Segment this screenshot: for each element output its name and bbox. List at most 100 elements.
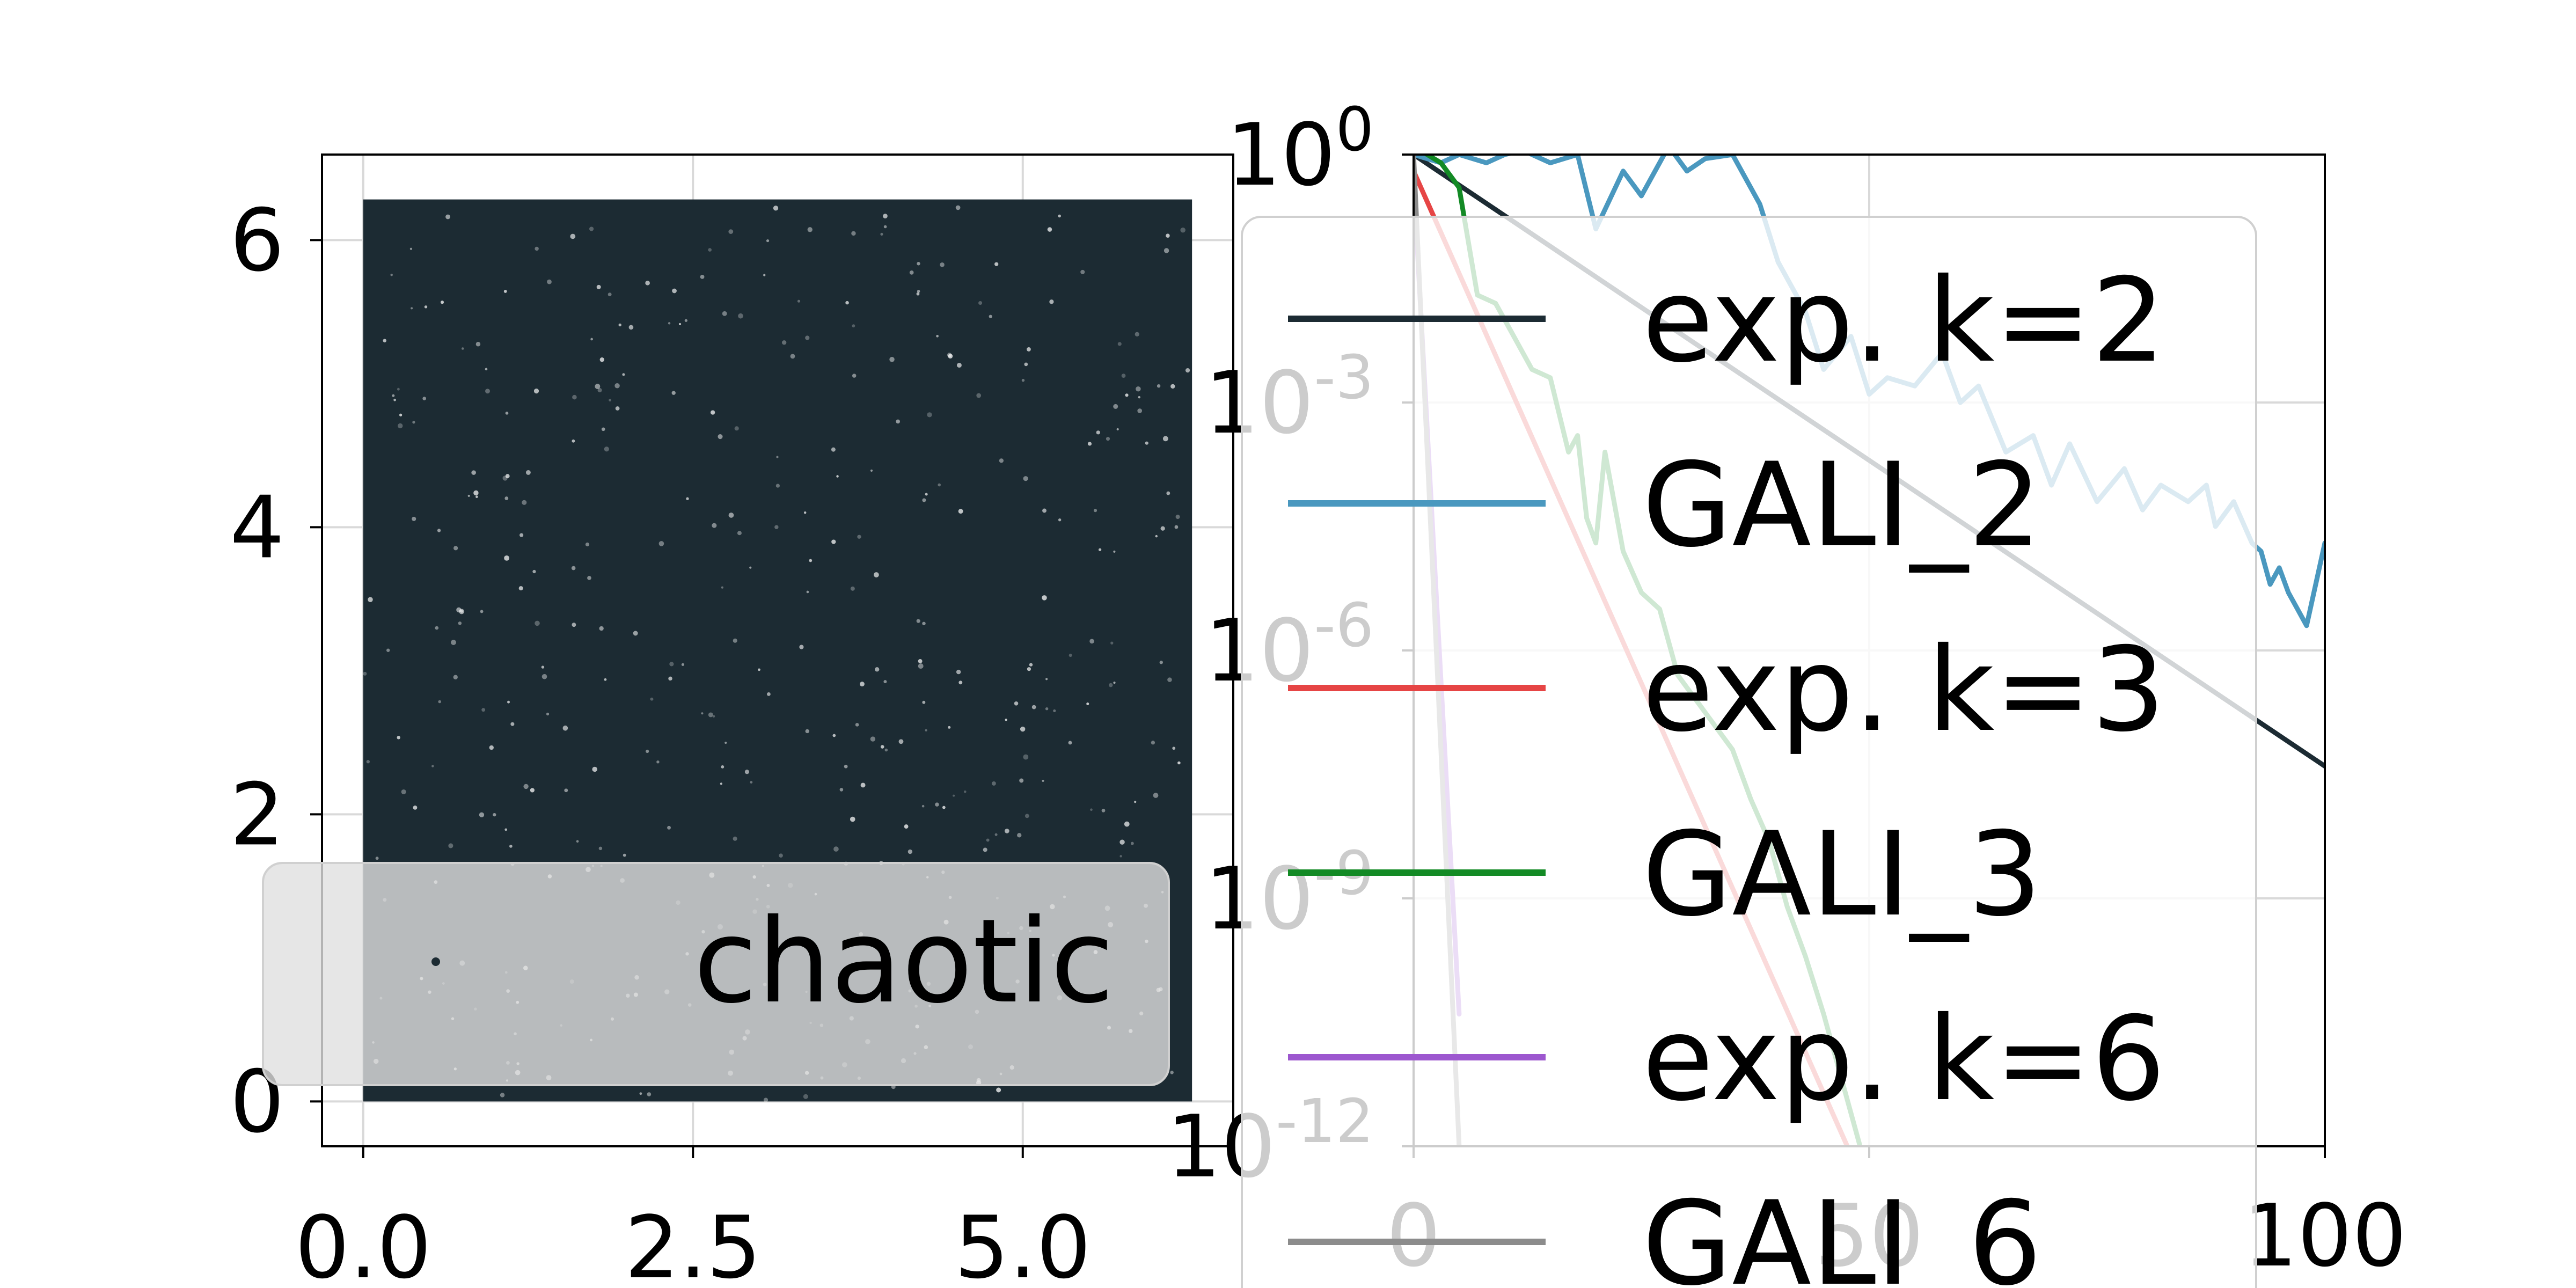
scatter-gap <box>399 413 402 416</box>
scatter-gap <box>1068 741 1072 745</box>
scatter-gap <box>686 497 689 500</box>
scatter-gap <box>658 541 664 546</box>
scatter-gap <box>963 790 967 793</box>
scatter-gap <box>809 559 813 562</box>
scatter-gap <box>1053 709 1056 713</box>
scatter-gap <box>1155 535 1158 538</box>
scatter-gap <box>884 748 888 752</box>
scatter-gap <box>413 806 418 810</box>
scatter-gap <box>850 586 855 591</box>
scatter-gap <box>489 745 494 750</box>
scatter-gap <box>572 439 575 443</box>
scatter-gap <box>1177 761 1181 765</box>
scatter-gap <box>1134 801 1137 803</box>
left-legend-box <box>262 862 1170 1086</box>
scatter-gap <box>523 784 529 789</box>
scatter-gap <box>592 766 597 772</box>
scatter-gap <box>597 388 602 393</box>
scatter-gap <box>473 490 479 496</box>
scatter-gap <box>1162 436 1168 442</box>
scatter-gap <box>749 566 752 569</box>
scatter-gap <box>700 274 705 279</box>
scatter-gap <box>999 458 1004 463</box>
scatter-gap <box>475 341 481 347</box>
scatter-gap <box>1113 682 1116 684</box>
scatter-gap <box>1175 515 1180 519</box>
scatter-gap <box>409 247 413 250</box>
scatter-gap <box>1159 661 1163 664</box>
scatter-gap <box>880 232 883 236</box>
scatter-gap <box>989 314 992 318</box>
scatter-gap <box>797 299 801 303</box>
scatter-gap <box>733 836 737 841</box>
scatter-gap <box>1023 476 1028 481</box>
scatter-gap <box>639 1092 642 1095</box>
scatter-gap <box>860 782 866 788</box>
scatter-gap <box>533 389 539 394</box>
scatter-gap <box>460 610 464 613</box>
left-x-tick-label: 0.0 <box>295 1197 431 1288</box>
scatter-gap <box>392 394 395 397</box>
scatter-gap <box>493 813 496 817</box>
scatter-gap <box>917 262 920 266</box>
scatter-gap <box>721 586 723 589</box>
legend-label-gali-3: GALI_3 <box>1642 807 2042 942</box>
scatter-gap <box>1157 384 1161 388</box>
scatter-gap <box>1087 442 1092 446</box>
scatter-gap <box>832 734 836 737</box>
scatter-gap <box>870 736 876 742</box>
scatter-gap <box>1023 754 1029 760</box>
scatter-gap <box>572 623 576 627</box>
scatter-gap <box>1096 430 1100 435</box>
scatter-gap <box>724 742 727 744</box>
scatter-gap <box>805 335 810 340</box>
scatter-gap <box>1137 408 1143 413</box>
scatter-gap <box>576 840 579 843</box>
right-y-tick-exponent: 0 <box>1336 95 1374 165</box>
scatter-gap <box>1170 1071 1174 1074</box>
scatter-gap <box>453 546 458 551</box>
scatter-gap <box>1172 747 1176 750</box>
scatter-gap <box>956 669 961 675</box>
scatter-gap <box>678 323 682 326</box>
scatter-gap <box>908 849 913 854</box>
scatter-gap <box>953 794 955 797</box>
scatter-gap <box>604 447 609 452</box>
scatter-gap <box>646 749 649 753</box>
scatter-gap <box>925 729 927 731</box>
scatter-gap <box>412 516 416 521</box>
scatter-gap <box>781 340 787 345</box>
scatter-gap <box>571 566 576 570</box>
scatter-gap <box>628 325 634 330</box>
scatter-gap <box>925 493 928 496</box>
scatter-gap <box>790 354 795 359</box>
scatter-gap <box>898 739 904 744</box>
scatter-gap <box>672 288 677 294</box>
scatter-gap <box>525 470 531 475</box>
scatter-gap <box>1019 778 1024 783</box>
scatter-gap <box>368 597 373 602</box>
scatter-gap <box>1045 678 1048 680</box>
scatter-gap <box>922 700 926 704</box>
legend-label-gali-6: GALI_6 <box>1642 1176 2042 1288</box>
scatter-gap <box>667 825 671 830</box>
scatter-gap <box>710 410 715 415</box>
scatter-gap <box>448 843 453 848</box>
left-y-tick-label: 6 <box>230 190 284 290</box>
scatter-gap <box>738 313 743 319</box>
scatter-gap <box>936 334 939 338</box>
scatter-gap <box>1185 368 1190 373</box>
scatter-gap <box>671 391 676 395</box>
scatter-gap <box>1113 404 1118 409</box>
scatter-gap <box>1027 667 1031 671</box>
scatter-gap <box>1166 491 1170 495</box>
scatter-gap <box>431 765 434 767</box>
scatter-gap <box>850 816 855 822</box>
scatter-gap <box>386 648 390 652</box>
scatter-gap <box>833 846 839 852</box>
scatter-gap <box>773 206 779 211</box>
scatter-gap <box>1089 639 1094 644</box>
scatter-gap <box>570 233 576 239</box>
scatter-gap <box>1045 707 1049 711</box>
scatter-gap <box>1017 833 1022 838</box>
